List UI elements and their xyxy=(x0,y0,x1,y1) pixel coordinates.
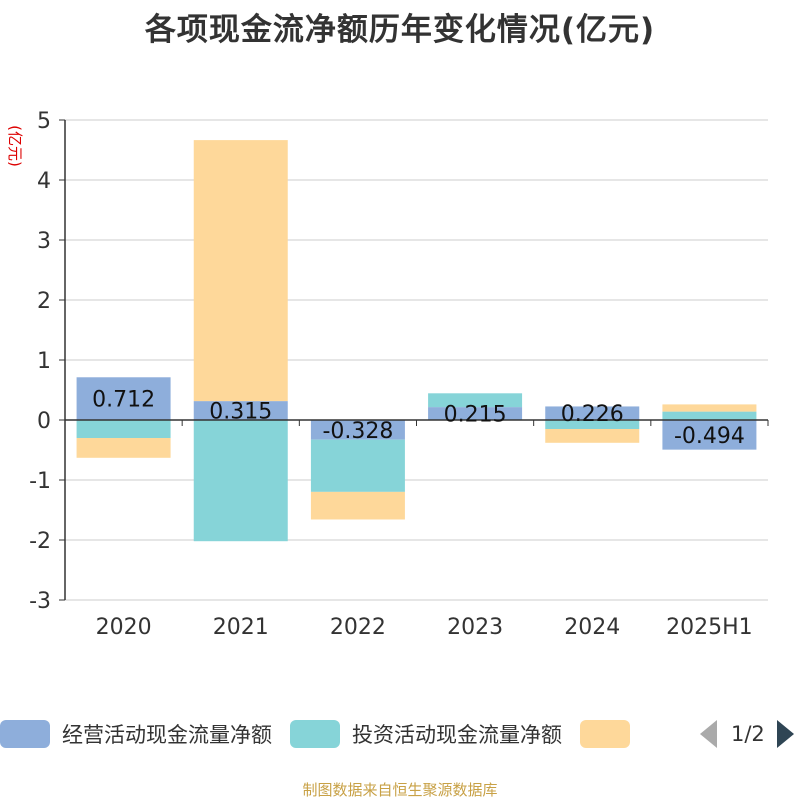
bar-segment-2 xyxy=(545,420,640,429)
bar-segment-2 xyxy=(310,439,405,492)
data-label: -0.328 xyxy=(322,419,393,444)
y-tick-label: 1 xyxy=(37,349,51,374)
bar-segment-3 xyxy=(545,429,640,443)
legend-swatch-financing xyxy=(580,720,630,748)
y-tick-label: -3 xyxy=(29,589,51,614)
legend-label-operating: 经营活动现金流量净额 xyxy=(62,723,272,747)
chart-title: 各项现金流净额历年变化情况(亿元) xyxy=(144,12,656,48)
y-tick-label: -2 xyxy=(29,529,51,554)
legend-pager: 1/2 xyxy=(700,716,794,752)
x-tick-label: 2023 xyxy=(447,615,503,640)
bar-segment-2 xyxy=(662,411,757,420)
data-label: -0.494 xyxy=(674,424,745,449)
y-tick-label: 2 xyxy=(37,289,51,314)
x-tick-label: 2024 xyxy=(564,615,620,640)
x-tick-label: 2021 xyxy=(213,615,269,640)
bar-segment-1 xyxy=(193,401,288,420)
bar-segment-2 xyxy=(193,420,288,542)
legend-item-operating[interactable]: 经营活动现金流量净额 xyxy=(0,719,272,749)
source-note: 制图数据来自恒生聚源数据库 xyxy=(302,781,498,799)
data-label: 0.215 xyxy=(444,403,507,428)
y-tick-label: 4 xyxy=(37,169,51,194)
x-tick-label: 2020 xyxy=(96,615,152,640)
data-label: 0.712 xyxy=(92,388,155,413)
data-label: 0.315 xyxy=(209,400,272,425)
bar-segment-2 xyxy=(428,393,523,408)
legend-prev-icon[interactable] xyxy=(700,720,717,748)
data-label: 0.226 xyxy=(561,402,624,427)
legend-item-financing[interactable] xyxy=(580,720,642,748)
y-tick-label: 5 xyxy=(37,109,51,134)
bar-segment-1 xyxy=(310,420,405,440)
y-tick-label: 0 xyxy=(37,409,51,434)
x-tick-label: 2025H1 xyxy=(666,615,753,640)
bar-segment-2 xyxy=(76,420,171,438)
x-tick-label: 2022 xyxy=(330,615,386,640)
bar-segment-1 xyxy=(428,407,523,420)
legend: 经营活动现金流量净额 投资活动现金流量净额 xyxy=(0,716,660,752)
bar-segment-1 xyxy=(662,420,757,450)
y-axis-title: (亿元) xyxy=(6,125,24,167)
legend-swatch-operating xyxy=(0,720,50,748)
legend-next-icon[interactable] xyxy=(776,720,794,748)
legend-swatch-investing xyxy=(290,720,340,748)
bar-segment-1 xyxy=(545,406,640,420)
bar-segment-3 xyxy=(76,438,171,458)
y-tick-label: -1 xyxy=(29,469,51,494)
legend-page-indicator: 1/2 xyxy=(731,722,765,746)
legend-label-investing: 投资活动现金流量净额 xyxy=(352,723,562,747)
legend-item-investing[interactable]: 投资活动现金流量净额 xyxy=(290,719,562,749)
bar-segment-3 xyxy=(310,491,405,520)
bar-segment-3 xyxy=(662,404,757,412)
bar-segment-1 xyxy=(76,377,171,420)
bar-segment-3 xyxy=(193,140,288,402)
y-tick-label: 3 xyxy=(37,229,51,254)
